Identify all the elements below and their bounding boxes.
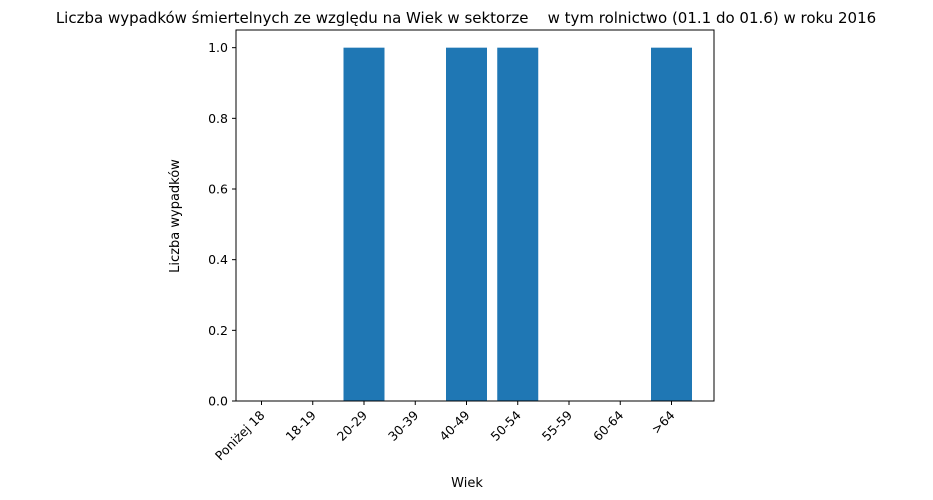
x-tick-label: 30-39 [385, 407, 421, 443]
bar [651, 47, 692, 402]
chart-title: Liczba wypadków śmiertelnych ze względu … [56, 9, 876, 27]
x-tick-label: 50-54 [488, 407, 524, 443]
plot-frame [235, 29, 715, 402]
bar [446, 47, 487, 402]
x-tick-label: Poniżej 18 [212, 407, 268, 463]
x-tick-label: 20-29 [334, 407, 370, 443]
x-tick-label: 18-19 [283, 407, 319, 443]
x-tick-label: 40-49 [436, 407, 472, 443]
bar [497, 47, 539, 402]
y-tick-label: 0.0 [208, 394, 228, 409]
y-tick-label: 1.0 [208, 40, 228, 55]
bar [343, 47, 385, 402]
y-tick-label: 0.6 [208, 182, 228, 197]
bars-group [343, 47, 692, 402]
x-axis-title: Wiek [451, 476, 483, 491]
x-tick-label: >64 [648, 407, 677, 436]
y-axis-ticks: 0.0 0.2 0.4 0.6 0.8 1.0 [208, 40, 236, 409]
x-tick-label: 60-64 [590, 407, 626, 443]
x-axis-ticks: Poniżej 18 18-19 20-29 30-39 40-49 50-54 55-59… [212, 401, 678, 463]
y-tick-label: 0.2 [208, 323, 228, 338]
y-axis-title: Liczba wypadków [168, 159, 183, 273]
y-tick-label: 0.8 [208, 111, 228, 126]
x-tick-label: 55-59 [539, 407, 575, 443]
y-tick-label: 0.4 [208, 252, 228, 267]
